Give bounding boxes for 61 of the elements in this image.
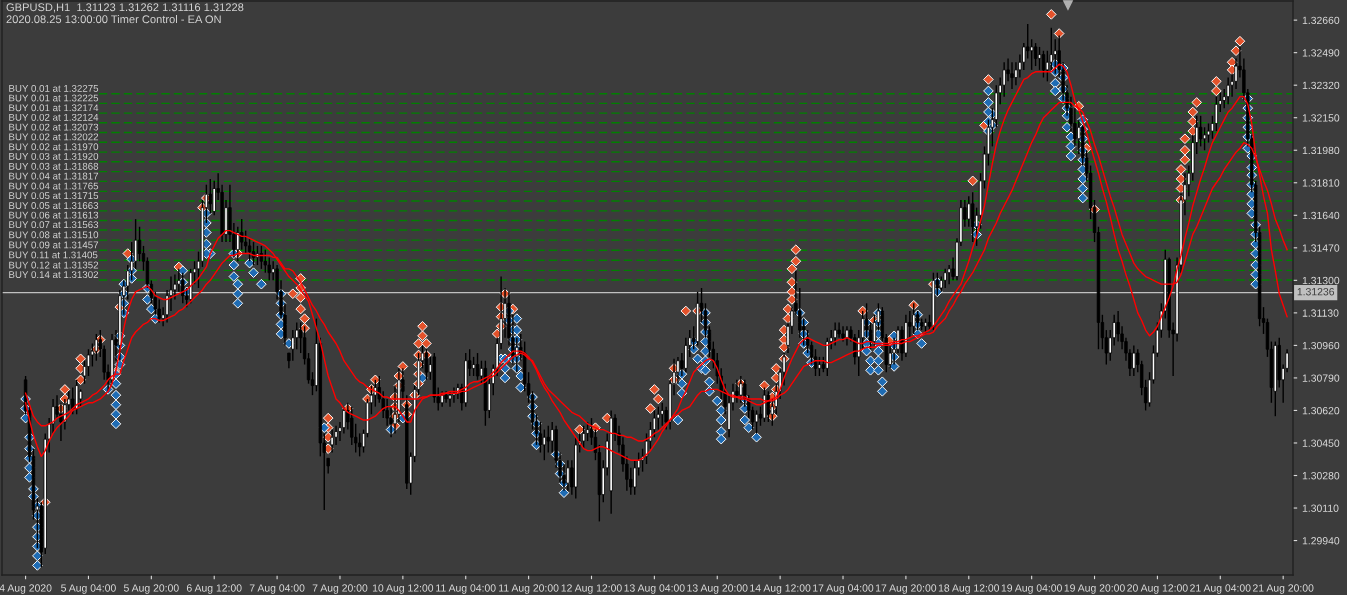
ref-line-label: BUY 0.02 at 1.32022 [9,133,99,141]
y-tick-label: 1.31130 [1302,309,1339,317]
x-tick-label: 11 Aug 20:00 [499,584,559,594]
ref-line-label: BUY 0.06 at 1.31613 [9,211,99,219]
x-tick-label: 12 Aug 12:00 [561,584,622,594]
y-tick-label: 1.30790 [1302,374,1340,382]
ref-line-label: BUY 0.12 at 1.31352 [9,261,99,269]
x-tick-label: 4 Aug 2020 [0,584,52,594]
ref-line-label: BUY 0.02 at 1.31970 [9,143,99,151]
y-tick-label: 1.30110 [1302,504,1339,512]
x-tick-label: 7 Aug 20:00 [312,584,368,594]
ref-line-label: BUY 0.09 at 1.31457 [9,241,99,249]
y-tick-label: 1.31980 [1302,146,1340,155]
x-tick-label: 21 Aug 20:00 [1253,584,1314,594]
y-tick-label: 1.31810 [1302,179,1340,187]
ref-line-label: BUY 0.01 at 1.32174 [9,104,99,112]
y-tick-label: 1.32150 [1302,114,1340,122]
ref-line-label: BUY 0.03 at 1.31868 [9,162,99,170]
y-tick-label: 1.31300 [1302,276,1340,285]
x-tick-label: 10 Aug 12:00 [372,584,434,594]
x-tick-label: 19 Aug 20:00 [1064,584,1125,594]
ref-line-label: BUY 0.07 at 1.31563 [9,221,99,229]
ref-line-label: BUY 0.01 at 1.32275 [9,84,99,92]
x-tick-label: 18 Aug 12:00 [938,584,1000,594]
y-tick-label: 1.30280 [1302,472,1340,480]
ref-line-label: BUY 0.05 at 1.31715 [9,192,99,200]
chart-title: GBPUSD,H1 1.31123 1.31262 1.31116 1.31228 [6,3,244,13]
x-tick-label: 14 Aug 12:00 [750,584,811,594]
ref-line-label: BUY 0.02 at 1.32073 [9,123,99,131]
y-tick-label: 1.29940 [1302,537,1340,545]
x-tick-label: 7 Aug 04:00 [249,584,305,594]
x-tick-label: 13 Aug 04:00 [624,584,685,594]
y-tick-label: 1.31640 [1302,211,1340,220]
x-tick-label: 19 Aug 04:00 [1001,584,1062,594]
x-tick-label: 11 Aug 04:00 [436,584,496,594]
y-tick-label: 1.30450 [1302,439,1340,447]
y-tick-label: 1.30960 [1302,341,1340,350]
y-tick-label: 1.32490 [1302,49,1340,57]
ref-line-label: BUY 0.04 at 1.31817 [9,172,99,180]
x-tick-label: 21 Aug 04:00 [1190,584,1251,594]
ref-line-label: 1.31236 [1297,288,1335,296]
x-tick-label: 5 Aug 20:00 [123,584,179,594]
ref-line-label: BUY 0.05 at 1.31663 [9,202,99,209]
y-tick-label: 1.32660 [1302,16,1340,25]
x-tick-label: 13 Aug 20:00 [687,584,748,594]
ref-line-label: BUY 0.04 at 1.31765 [9,182,99,190]
ref-line-label: BUY 0.08 at 1.31510 [9,231,99,239]
x-tick-label: 6 Aug 12:00 [186,584,242,594]
y-tick-label: 1.31470 [1302,244,1340,252]
x-tick-label: 17 Aug 20:00 [875,584,937,594]
ref-line-label: BUY 0.01 at 1.32225 [9,94,99,102]
ref-line-label: BUY 0.11 at 1.31405 [9,251,98,259]
y-tick-label: 1.30620 [1302,406,1340,415]
x-tick-label: 5 Aug 04:00 [61,584,116,594]
ref-line-label: BUY 0.14 at 1.31302 [9,271,99,279]
y-tick-label: 1.32320 [1302,81,1340,90]
ref-line-label: BUY 0.02 at 1.32124 [9,113,99,121]
text: 2020.08.25 13:00:00 Timer Control - EA ON [6,15,221,24]
ref-line-label: BUY 0.03 at 1.31920 [9,152,99,160]
x-tick-label: 20 Aug 12:00 [1127,584,1188,594]
x-tick-label: 17 Aug 04:00 [813,584,874,594]
